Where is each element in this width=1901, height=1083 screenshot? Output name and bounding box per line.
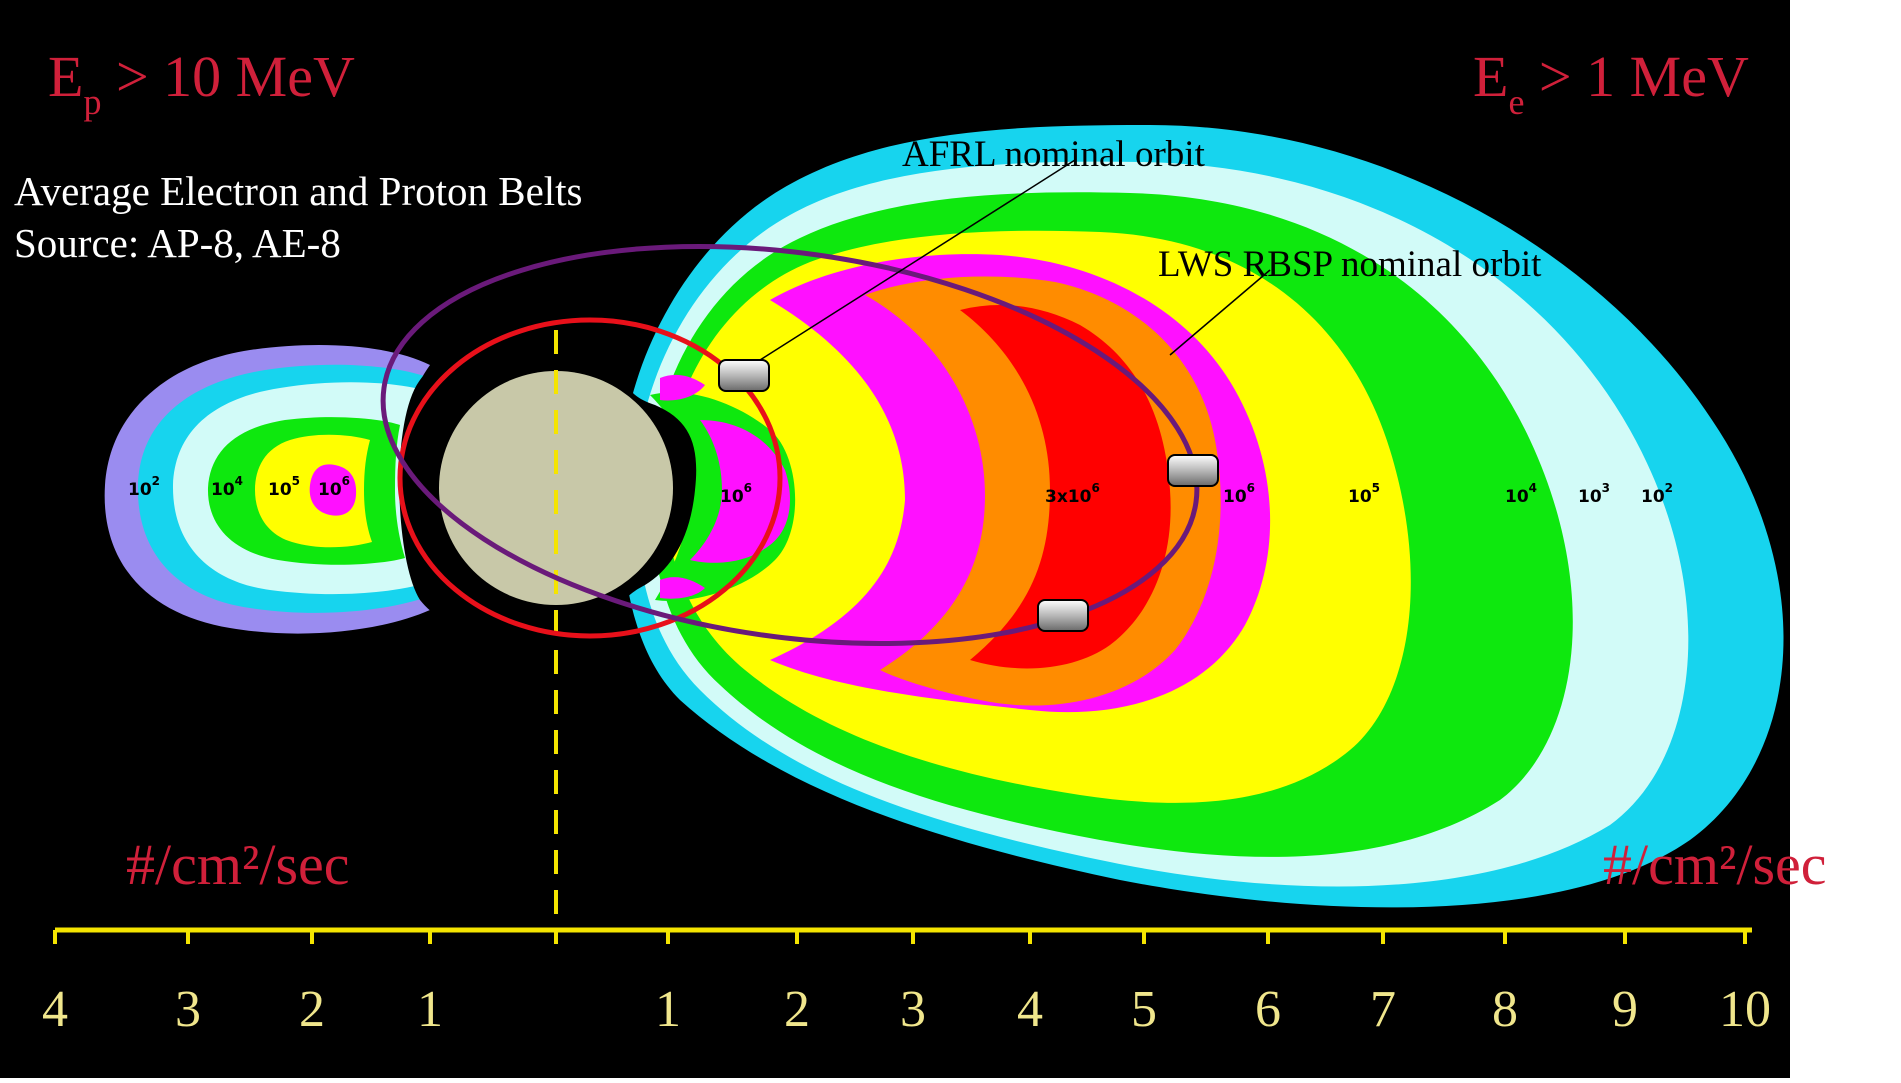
electron-small-lobe-bottom bbox=[660, 577, 705, 599]
afrl-orbit bbox=[397, 317, 783, 639]
axis-tick-label-right: 6 bbox=[1255, 981, 1281, 1038]
source-note-line1: Average Electron and Proton Belts bbox=[14, 168, 583, 214]
rbsp-orbit bbox=[380, 243, 1200, 647]
electron-small-lobe-top bbox=[660, 374, 705, 401]
electron-flux-label: 106 bbox=[720, 481, 752, 507]
axis-tick-label-right: 3 bbox=[900, 981, 926, 1038]
proton-flux-labels: 102 104 105 106 bbox=[128, 474, 350, 500]
electron-flux-label: 103 bbox=[1578, 481, 1610, 507]
proton-flux-label: 102 bbox=[128, 474, 160, 500]
source-note-line2: Source: AP-8, AE-8 bbox=[14, 220, 341, 266]
axis-tick-label-right: 7 bbox=[1370, 981, 1396, 1038]
electron-flux-label: 104 bbox=[1505, 481, 1537, 507]
electron-flux-label: 106 bbox=[1223, 481, 1255, 507]
axis-tick-label-right: 2 bbox=[784, 981, 810, 1038]
axis-tick-label-left: 4 bbox=[42, 981, 68, 1038]
electron-inner-magenta-lobe bbox=[690, 420, 790, 563]
proton-belt bbox=[104, 345, 431, 634]
axis-tick-label-right: 8 bbox=[1492, 981, 1518, 1038]
electron-flux-label: 102 bbox=[1641, 481, 1673, 507]
proton-flux-10e6-region bbox=[309, 464, 357, 516]
electron-flux-label: 3x106 bbox=[1045, 481, 1100, 507]
electron-flux-label: 105 bbox=[1348, 481, 1380, 507]
electron-energy-threshold: Ee > 1 MeV bbox=[1473, 44, 1749, 122]
axis-tick-label-left: 1 bbox=[417, 981, 443, 1038]
axis-tick-label-left: 2 bbox=[299, 981, 325, 1038]
afrl-leader-line bbox=[759, 159, 1076, 361]
earth bbox=[439, 371, 673, 605]
rbsp-orbit-label: LWS RBSP nominal orbit bbox=[1158, 244, 1542, 285]
electron-flux-labels: 106 3x106 106 105 104 103 102 bbox=[720, 481, 1673, 507]
electron-belt bbox=[619, 125, 1784, 908]
axis-tick-label-right: 9 bbox=[1612, 981, 1638, 1038]
proton-flux-label: 104 bbox=[211, 474, 243, 500]
axis-tick-label-right: 5 bbox=[1131, 981, 1157, 1038]
satellite-rbsp-apogee bbox=[1167, 454, 1219, 487]
proton-flux-label: 106 bbox=[318, 474, 350, 500]
left-units-label: #/cm²/sec bbox=[126, 832, 350, 897]
axis-tick-label-right: 4 bbox=[1017, 981, 1043, 1038]
proton-flux-label: 105 bbox=[268, 474, 300, 500]
proton-energy-threshold: Ep > 10 MeV bbox=[48, 44, 355, 122]
axis-tick-label-right: 1 bbox=[655, 981, 681, 1038]
axis-tick-label-right: 10 bbox=[1719, 981, 1771, 1038]
satellite-rbsp-descending bbox=[1037, 599, 1089, 632]
rbsp-leader-line bbox=[1169, 269, 1271, 356]
right-units-label: #/cm²/sec bbox=[1603, 832, 1827, 897]
electron-flux-peak-region bbox=[960, 305, 1171, 669]
distance-axis: 4 3 2 1 1 2 3 4 5 6 7 8 9 10 bbox=[42, 927, 1771, 1038]
afrl-orbit-label: AFRL nominal orbit bbox=[902, 134, 1206, 175]
satellite-afrl bbox=[718, 359, 770, 392]
axis-tick-label-left: 3 bbox=[175, 981, 201, 1038]
